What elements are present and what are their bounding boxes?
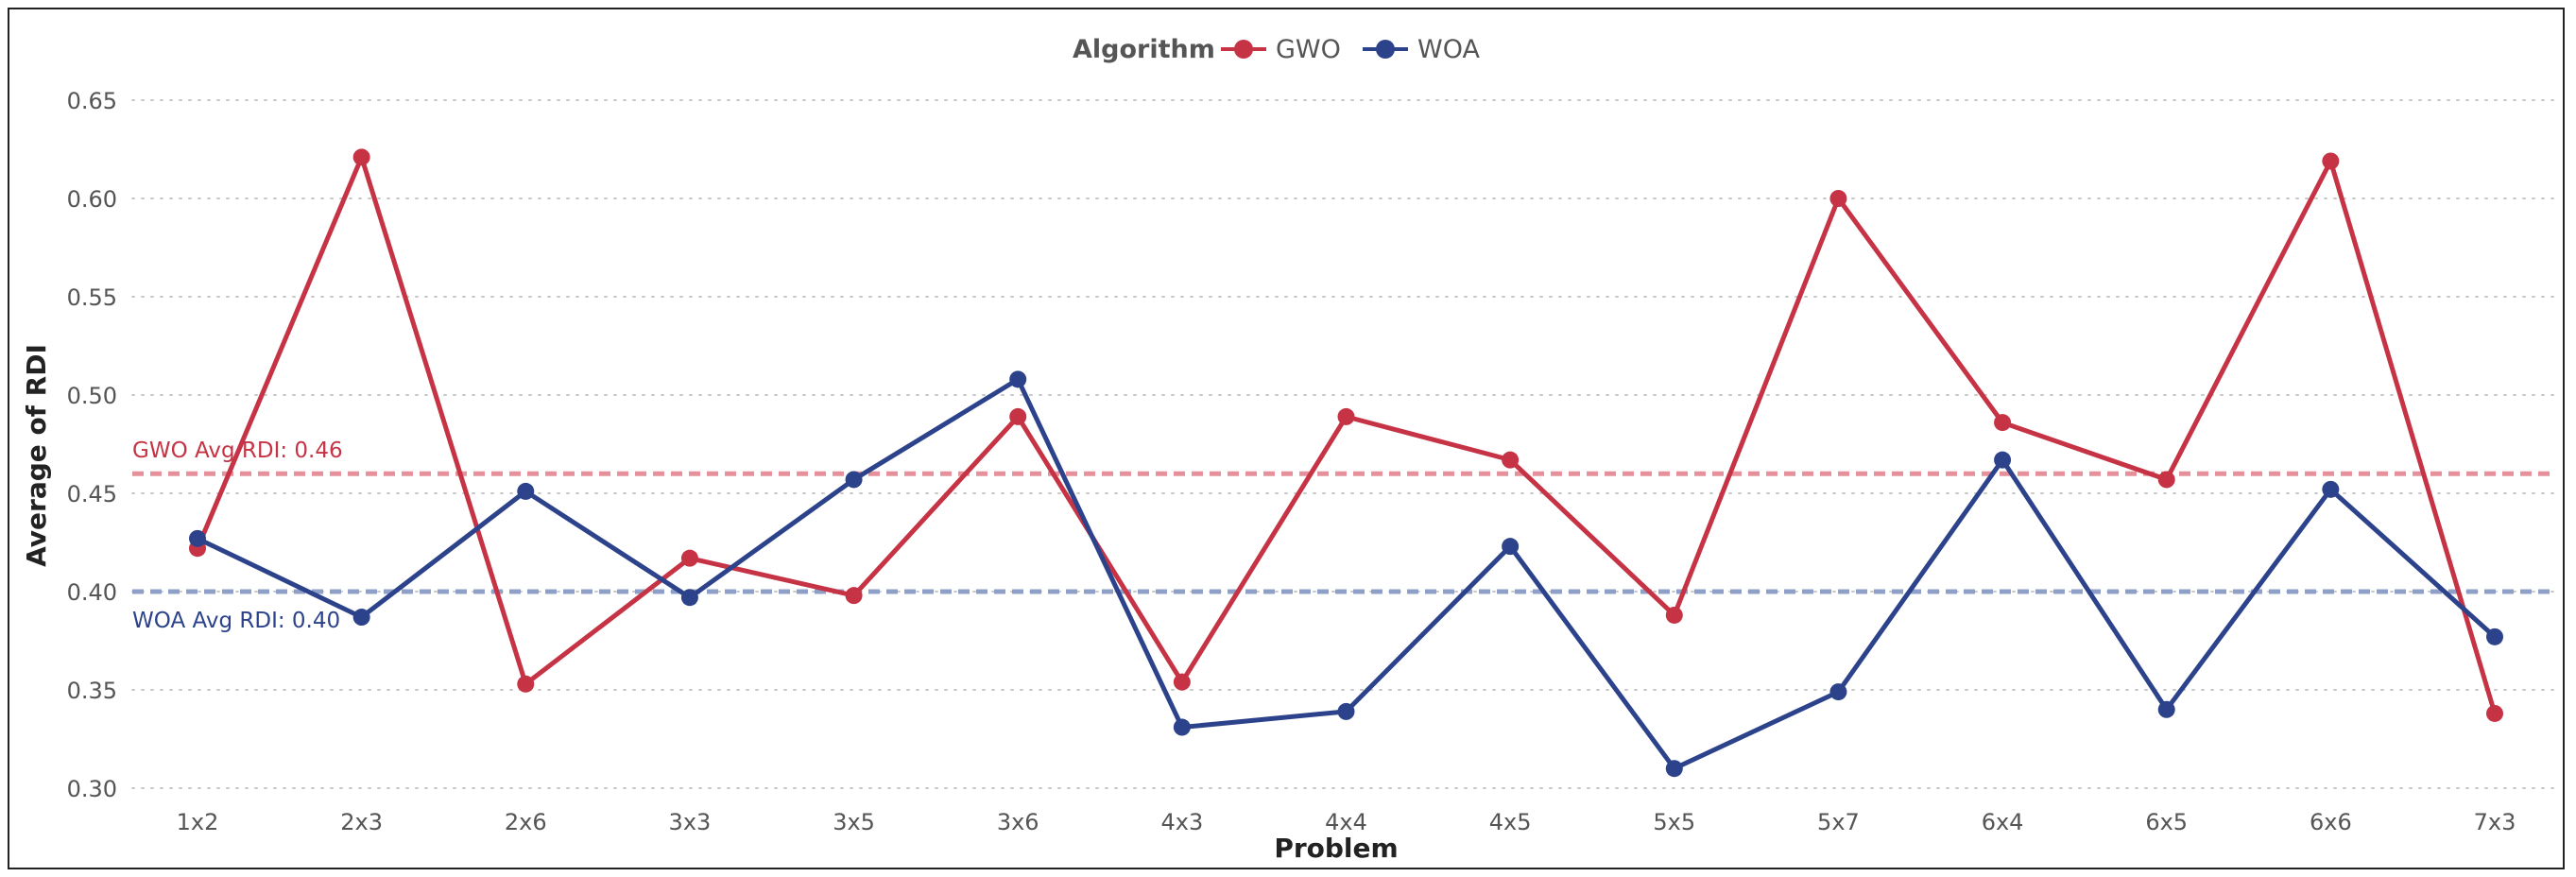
x-tick-label: 4x4	[1325, 809, 1367, 835]
x-tick-label: 5x7	[1817, 809, 1860, 835]
x-tick-label: 3x6	[997, 809, 1039, 835]
data-point-gwo[interactable]	[1994, 414, 2012, 432]
y-tick-label: 0.45	[67, 481, 117, 507]
data-point-gwo[interactable]	[1665, 606, 1683, 624]
data-point-woa[interactable]	[845, 471, 863, 489]
series-line-gwo	[195, 154, 2498, 716]
data-point-gwo[interactable]	[1502, 451, 1520, 469]
data-point-woa[interactable]	[2157, 700, 2175, 718]
x-tick-label: 4x3	[1160, 809, 1203, 835]
series-lines	[189, 148, 2503, 778]
data-point-woa[interactable]	[1337, 702, 1355, 720]
data-point-gwo[interactable]	[1829, 190, 1847, 207]
x-tick-label: 6x6	[2310, 809, 2352, 835]
x-tick-label: 5x5	[1653, 809, 1695, 835]
gridlines	[131, 99, 2554, 789]
y-tick-label: 0.30	[67, 776, 117, 802]
y-tick-label: 0.35	[67, 678, 117, 704]
data-point-woa[interactable]	[1502, 538, 1520, 556]
data-point-woa[interactable]	[1994, 451, 2012, 469]
y-tick-label: 0.40	[67, 579, 117, 606]
axis-ticks: 0.30 0.35 0.40 0.45 0.50 0.55 0.60 0.65 1x2 2x3 2x…	[67, 88, 2516, 835]
x-tick-label: 2x6	[505, 809, 547, 835]
data-point-gwo[interactable]	[1173, 673, 1191, 691]
x-tick-label: 3x5	[833, 809, 875, 835]
data-point-woa[interactable]	[1009, 370, 1027, 388]
data-point-woa[interactable]	[680, 589, 698, 607]
data-point-woa[interactable]	[1173, 718, 1191, 736]
reference-label-woa: WOA Avg RDI: 0.40	[132, 609, 340, 633]
legend-label-woa: WOA	[1417, 35, 1480, 64]
data-point-gwo[interactable]	[680, 549, 698, 567]
x-tick-label: 6x5	[2145, 809, 2188, 835]
x-tick-label: 7x3	[2474, 809, 2516, 835]
data-point-gwo[interactable]	[2486, 704, 2503, 722]
y-tick-label: 0.50	[67, 383, 117, 409]
data-point-gwo[interactable]	[2157, 471, 2175, 489]
data-point-gwo[interactable]	[2322, 152, 2340, 170]
legend-label-gwo: GWO	[1276, 35, 1341, 64]
data-point-woa[interactable]	[189, 529, 206, 547]
data-point-woa[interactable]	[1665, 760, 1683, 778]
x-tick-label: 1x2	[177, 809, 219, 835]
data-point-gwo[interactable]	[845, 587, 863, 605]
data-point-gwo[interactable]	[517, 675, 535, 693]
data-point-woa[interactable]	[517, 482, 535, 500]
x-tick-label: 4x5	[1489, 809, 1532, 835]
legend-title: Algorithm	[1073, 35, 1215, 64]
data-point-gwo[interactable]	[352, 148, 370, 166]
x-tick-label: 2x3	[340, 809, 383, 835]
data-point-woa[interactable]	[2486, 628, 2503, 645]
legend: Algorithm GWO WOA	[1073, 35, 1480, 64]
chart-frame: GWO Avg RDI: 0.46 WOA Avg RDI: 0.40 0.30 0…	[8, 8, 2565, 869]
legend-item-woa[interactable]: WOA	[1363, 35, 1480, 64]
y-tick-label: 0.65	[67, 88, 117, 114]
data-point-woa[interactable]	[1829, 683, 1847, 701]
x-tick-label: 6x4	[1982, 809, 2024, 835]
y-axis-title: Average of RDI	[21, 344, 52, 567]
y-tick-label: 0.60	[67, 186, 117, 213]
y-tick-label: 0.55	[67, 284, 117, 311]
legend-item-gwo[interactable]: GWO	[1221, 35, 1341, 64]
data-point-gwo[interactable]	[1337, 407, 1355, 425]
x-axis-title: Problem	[1274, 833, 1398, 864]
data-point-woa[interactable]	[2322, 480, 2340, 498]
data-point-woa[interactable]	[352, 609, 370, 627]
x-tick-label: 3x3	[669, 809, 712, 835]
data-point-gwo[interactable]	[1009, 407, 1027, 425]
